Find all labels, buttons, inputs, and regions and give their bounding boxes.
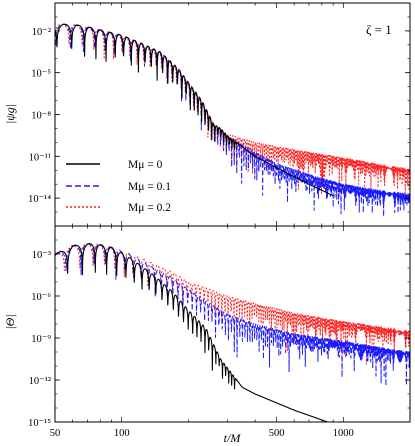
bottom-frame [54, 225, 411, 423]
y-tick-label: 10⁻¹⁵ [28, 418, 51, 429]
series-line-mmu-0-2 [54, 243, 411, 365]
legend-label-2: Mμ = 0.2 [128, 202, 171, 214]
top-ylabel: |ψg| [3, 104, 17, 124]
x-tick-label: 100 [114, 428, 130, 439]
y-tick-label: 10⁻¹¹ [29, 152, 51, 163]
series-line-mmu-0-1 [54, 243, 411, 387]
series-line-mmu-0-2 [54, 23, 411, 200]
y-tick-label: 10⁻⁸ [31, 111, 51, 122]
series-line-mmu-0-1 [54, 23, 411, 217]
legend-label-0: Mμ = 0 [128, 159, 163, 171]
bottom-ylabel: |Θ| [3, 314, 17, 329]
y-tick-label: 10⁻⁹ [31, 334, 51, 345]
y-tick-label: 10⁻¹⁴ [28, 194, 51, 205]
top-curves [54, 23, 411, 217]
x-tick-label: 50 [50, 428, 61, 439]
y-tick-label: 10⁻⁶ [31, 292, 51, 303]
legend: Mμ = 0 Mμ = 0.1 Mμ = 0.2 [66, 159, 171, 214]
bottom-curves [54, 243, 411, 423]
x-axis-title: t/M [224, 431, 242, 445]
y-tick-label: 10⁻² [32, 27, 51, 38]
x-tick-label: 1000 [333, 428, 354, 439]
legend-label-1: Mμ = 0.1 [128, 181, 171, 193]
top-panel: 10⁻² 10⁻⁵ 10⁻⁸ 10⁻¹¹ 10⁻¹⁴ |ψg| ζ = 1 Mμ = 0… [3, 2, 411, 227]
zeta-annotation: ζ = 1 [366, 22, 392, 37]
y-tick-label: 10⁻³ [32, 250, 51, 261]
series-line-mmu-0 [54, 243, 329, 423]
y-tick-label: 10⁻⁵ [31, 69, 51, 80]
y-tick-label: 10⁻¹² [29, 376, 51, 387]
x-tick-label: 500 [269, 428, 285, 439]
series-line-mmu-0 [54, 23, 334, 197]
